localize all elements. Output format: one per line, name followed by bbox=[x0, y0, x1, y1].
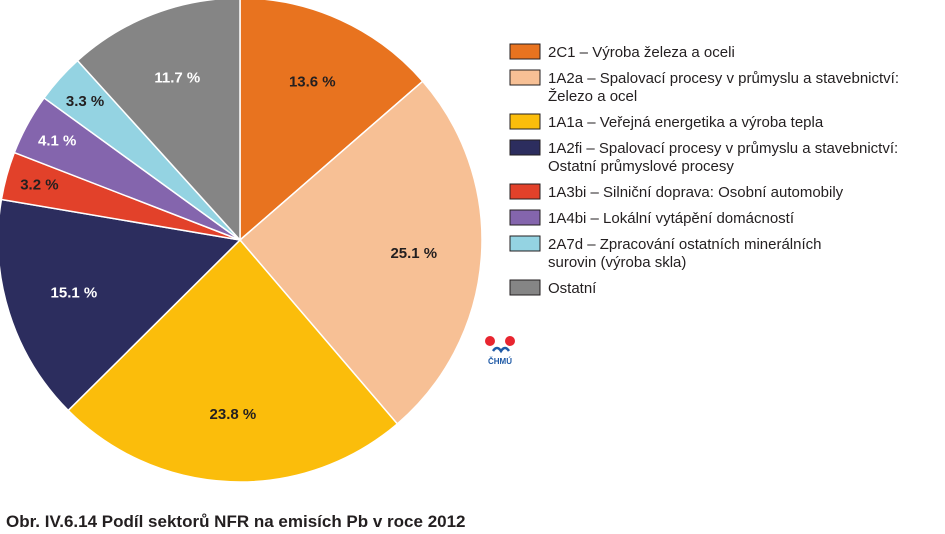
pie-slice-label-7: 11.7 % bbox=[154, 69, 200, 86]
legend-label-4-line-0: 1A3bi – Silniční doprava: Osobní automob… bbox=[548, 184, 844, 201]
legend-label-5-line-0: 1A4bi – Lokální vytápění domácností bbox=[548, 210, 795, 227]
legend: 2C1 – Výroba železa a oceli 1A2a – Spalov… bbox=[509, 43, 899, 297]
legend-item-7: Ostatní bbox=[509, 279, 597, 297]
logo-dot-right-icon bbox=[505, 336, 515, 346]
legend-swatch-7 bbox=[509, 279, 541, 296]
legend-label-1-line-0: 1A2a – Spalovací procesy v průmyslu a st… bbox=[548, 70, 899, 87]
pie-slice-2 bbox=[67, 238, 399, 483]
figure-caption: Obr. IV.6.14 Podíl sektorů NFR na emisíc… bbox=[6, 512, 466, 531]
legend-item-0: 2C1 – Výroba železa a oceli bbox=[509, 43, 735, 61]
legend-item-2: 1A1a – Veřejná energetika a výroba tepla bbox=[509, 113, 824, 131]
legend-label-1-line-1: Železo a ocel bbox=[548, 88, 637, 105]
legend-item-3: 1A2fi – Spalovací procesy v průmyslu a s… bbox=[509, 139, 898, 175]
logo-wave-icon bbox=[491, 346, 511, 354]
legend-swatch-2 bbox=[509, 113, 541, 130]
pie-slice-label-4: 3.2 % bbox=[20, 177, 58, 194]
pie-slice-labels: 13.6 % 25.1 % 23.8 % 15.1 % 3.2 % 4.1 % 3.3 % 1… bbox=[20, 69, 437, 423]
legend-item-6: 2A7d – Zpracování ostatních minerálních … bbox=[509, 235, 822, 271]
legend-item-5: 1A4bi – Lokální vytápění domácností bbox=[509, 209, 795, 227]
legend-label-0-line-0: 2C1 – Výroba železa a oceli bbox=[548, 44, 735, 61]
legend-swatch-0 bbox=[509, 43, 541, 60]
legend-swatch-5 bbox=[509, 209, 541, 226]
pie-slice-0 bbox=[239, 0, 424, 242]
legend-label-7-line-0: Ostatní bbox=[548, 280, 597, 297]
pie-slice-label-2: 23.8 % bbox=[210, 406, 257, 423]
legend-item-4: 1A3bi – Silniční doprava: Osobní automob… bbox=[509, 183, 844, 201]
logo-dot-left-icon bbox=[485, 336, 495, 346]
pie-slice-label-0: 13.6 % bbox=[289, 74, 336, 91]
pie-slice-label-3: 15.1 % bbox=[51, 285, 98, 302]
legend-label-2-line-0: 1A1a – Veřejná energetika a výroba tepla bbox=[548, 114, 824, 131]
legend-item-1: 1A2a – Spalovací procesy v průmyslu a st… bbox=[509, 69, 899, 105]
legend-label-3-line-1: Ostatní průmyslové procesy bbox=[548, 158, 734, 175]
legend-swatch-1 bbox=[509, 69, 541, 86]
pie-slice-1 bbox=[238, 80, 483, 425]
legend-swatch-3 bbox=[509, 139, 541, 156]
logo-text: ČHMÚ bbox=[488, 357, 512, 366]
chmu-logo: ČHMÚ bbox=[485, 336, 515, 366]
legend-swatch-6 bbox=[509, 235, 541, 252]
pie-slices bbox=[0, 0, 483, 483]
legend-swatch-4 bbox=[509, 183, 541, 200]
pie-slice-3 bbox=[0, 198, 242, 412]
legend-label-6-line-1: surovin (výroba skla) bbox=[548, 254, 686, 271]
pie-slice-label-5: 4.1 % bbox=[38, 133, 76, 150]
legend-label-3-line-0: 1A2fi – Spalovací procesy v průmyslu a s… bbox=[548, 140, 898, 157]
pie-slice-label-6: 3.3 % bbox=[66, 93, 104, 110]
pie-slice-7 bbox=[76, 0, 241, 242]
legend-label-6-line-0: 2A7d – Zpracování ostatních minerálních bbox=[548, 236, 822, 253]
pie-slice-label-1: 25.1 % bbox=[390, 245, 437, 262]
